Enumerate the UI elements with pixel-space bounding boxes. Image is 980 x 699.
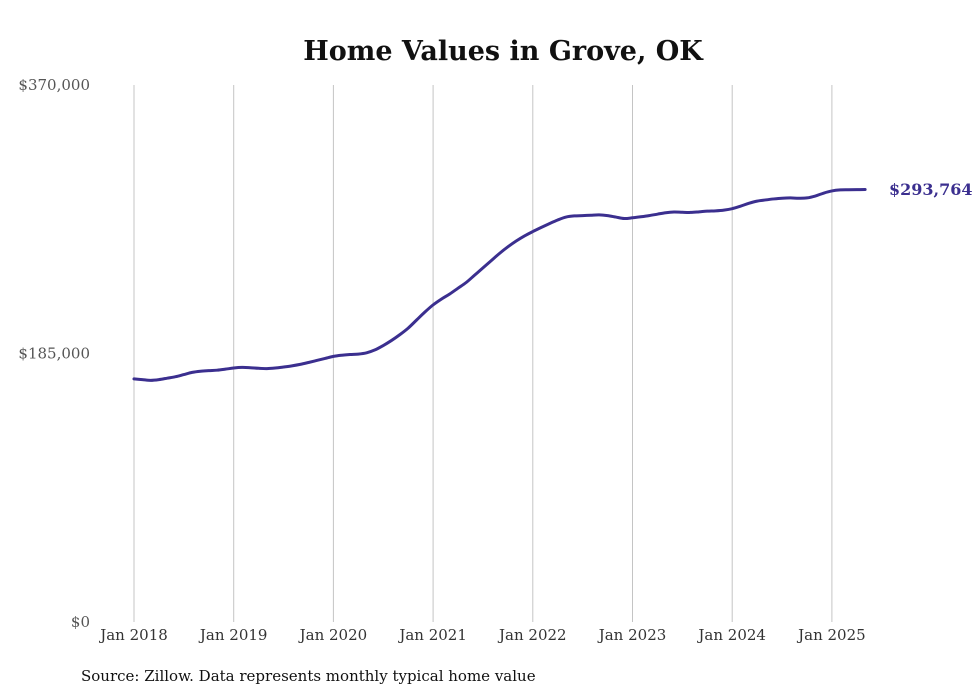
- y-tick-label: $185,000: [18, 345, 90, 363]
- source-note: Source: Zillow. Data represents monthly …: [81, 667, 536, 685]
- y-tick-label: $0: [71, 613, 90, 631]
- y-axis-ticks: $0 $185,000 $370,000: [18, 76, 90, 631]
- x-tick-label: Jan 2021: [397, 626, 467, 644]
- x-axis-ticks: Jan 2018 Jan 2019 Jan 2020 Jan 2021 Jan 2022…: [98, 626, 865, 644]
- x-tick-label: Jan 2025: [796, 626, 866, 644]
- gridlines: [133, 85, 833, 622]
- x-tick-label: Jan 2023: [597, 626, 667, 644]
- series-layer: [132, 188, 867, 382]
- series-line: [132, 188, 867, 382]
- x-tick-label: Jan 2019: [198, 626, 268, 644]
- x-tick-label: Jan 2018: [98, 626, 168, 644]
- y-tick-label: $370,000: [18, 76, 90, 94]
- x-tick-label: Jan 2022: [497, 626, 567, 644]
- end-value-label: $293,764: [889, 180, 973, 199]
- x-tick-label: Jan 2020: [298, 626, 368, 644]
- chart-title: Home Values in Grove, OK: [303, 36, 704, 67]
- x-tick-label: Jan 2024: [696, 626, 766, 644]
